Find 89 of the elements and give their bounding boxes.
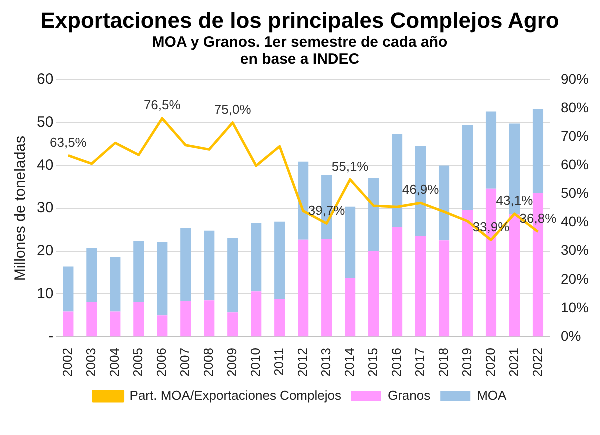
y2-tick-label: 70%	[560, 128, 590, 144]
y2-tick-label: 0%	[560, 328, 582, 344]
x-tick-label: 2018	[436, 348, 451, 377]
bar	[63, 266, 74, 312]
legend-label: Granos	[388, 388, 432, 404]
x-tick-label: 2004	[106, 348, 122, 377]
bar	[298, 162, 309, 240]
chart-subtitle: MOA y Granos. 1er semestre de cada año	[151, 34, 449, 51]
x-tick-label: 2012	[294, 348, 310, 377]
bar	[180, 301, 192, 337]
x-tick-label: 2007	[177, 348, 192, 377]
chart-title: Exportaciones de los principales Complejos Agro	[40, 8, 560, 34]
bar	[180, 228, 192, 302]
bar	[322, 239, 332, 337]
bar	[486, 112, 497, 189]
data-label: 46,9%	[402, 182, 440, 198]
data-label: 43,1%	[496, 193, 534, 208]
data-label: 55,1%	[332, 158, 370, 174]
bar	[345, 278, 356, 337]
bar	[416, 236, 426, 337]
x-tick-label: 2003	[84, 348, 98, 377]
data-label: 75,0%	[214, 102, 252, 117]
bar	[157, 242, 168, 316]
bar	[509, 214, 520, 337]
y-tick-label: 20	[36, 242, 54, 260]
bar	[345, 206, 356, 278]
y2-tick-label: 40%	[560, 214, 590, 230]
x-tick-label: 2016	[388, 348, 404, 377]
bar	[438, 240, 450, 337]
y2-tick-label: 80%	[560, 99, 590, 116]
bar	[110, 312, 121, 337]
x-tick-label: 2019	[459, 348, 474, 377]
y-tick-label: 50	[36, 114, 54, 131]
y2-tick-label: 60%	[560, 156, 590, 173]
bar	[251, 292, 262, 337]
y2-tick-label: 20%	[560, 270, 590, 287]
y2-tick-label: 30%	[560, 242, 590, 258]
data-label: 63,5%	[50, 134, 88, 150]
bar	[392, 134, 403, 228]
y-tick-label: -	[48, 328, 54, 346]
y-tick-label: 40	[36, 156, 54, 174]
y-tick-label: 60	[36, 71, 54, 88]
bar	[274, 222, 286, 300]
bar	[228, 238, 238, 313]
y-tick-label: 10	[36, 285, 54, 302]
bar	[368, 178, 380, 252]
x-tick-label: 2017	[412, 348, 428, 377]
data-label: 36,8%	[520, 211, 558, 226]
bar	[86, 248, 98, 302]
y-axis-title: Millones de toneladas	[12, 136, 30, 282]
text: en base a INDEC	[239, 51, 361, 68]
bar	[438, 166, 450, 241]
bar	[228, 312, 238, 337]
bar	[86, 302, 98, 337]
x-tick-label: 2013	[318, 348, 334, 377]
x-tick-label: 2002	[60, 348, 76, 377]
x-tick-label: 2015	[365, 348, 380, 377]
bar	[462, 210, 474, 337]
legend-label: Part. MOA/Exportaciones Complejos	[130, 388, 342, 404]
bar	[298, 240, 309, 337]
x-tick-label: 2008	[200, 348, 216, 377]
x-tick-label: 2022	[530, 348, 545, 377]
x-tick-label: 2011	[271, 348, 286, 376]
bar	[274, 299, 286, 337]
x-tick-label: 2020	[482, 348, 498, 377]
bar	[392, 227, 403, 337]
legend-label: MOA	[477, 388, 508, 404]
x-tick-label: 2005	[130, 348, 146, 377]
bar	[251, 223, 262, 292]
bar	[204, 230, 215, 301]
bar	[134, 302, 144, 337]
y-tick-label: 30	[36, 200, 54, 217]
data-label: 76,5%	[144, 98, 182, 113]
x-tick-label: 2010	[248, 348, 263, 377]
y2-tick-label: 50%	[560, 185, 590, 202]
y2-tick-label: 10%	[560, 299, 590, 316]
bar	[532, 109, 544, 194]
y2-tick-label: 90%	[560, 70, 590, 87]
bar	[63, 312, 74, 337]
x-tick-label: 2006	[154, 348, 169, 377]
bar	[368, 251, 380, 337]
bar	[134, 241, 144, 302]
x-tick-label: 2021	[506, 348, 522, 377]
x-tick-label: 2009	[224, 348, 240, 377]
bar	[204, 300, 215, 337]
bar	[110, 257, 121, 312]
x-tick-label: 2014	[342, 348, 357, 377]
bar	[462, 124, 474, 210]
bar	[157, 316, 168, 337]
